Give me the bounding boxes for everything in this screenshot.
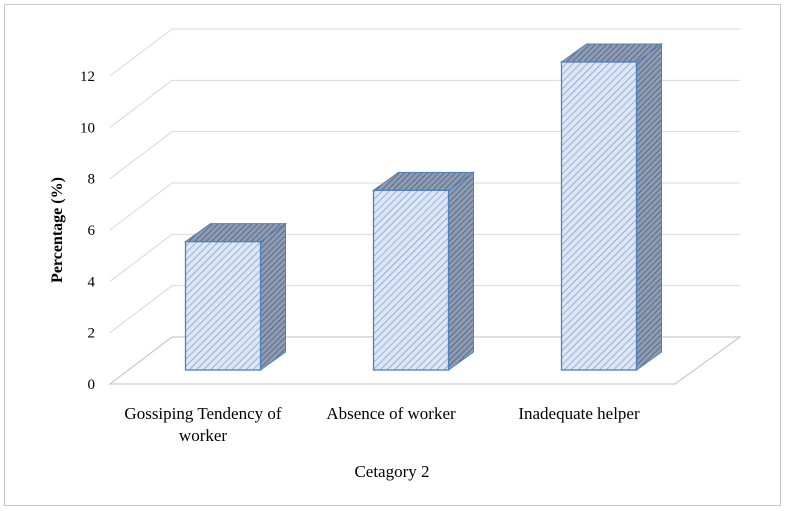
y-tick-label: 8 [88,172,96,188]
grid-line-side [109,79,173,128]
y-tick-label: 12 [80,69,95,85]
y-tick-label: 6 [88,223,96,239]
y-tick-label: 10 [80,120,95,136]
frame [4,4,781,506]
y-tick-label: 2 [88,326,96,342]
grid-line-side [109,182,173,231]
floor [108,336,742,385]
grid-line-side [109,131,173,180]
x-tick-label: Absence of worker [326,404,456,423]
x-tick-label: Gossiping Tendency of worker [124,404,282,445]
bar [560,61,638,371]
bar [184,241,262,371]
y-tick-label: 0 [88,377,96,393]
x-tick-label: Inadequate helper [518,404,640,423]
y-axis-title: Percentage (%) [49,177,66,283]
bar [372,189,450,371]
grid-line-side [109,285,173,334]
grid-line-side [109,28,173,77]
grid-line-side [109,233,173,282]
x-axis-title: Cetagory 2 [354,462,429,481]
bar-side [448,171,474,371]
y-tick-label: 4 [88,274,96,290]
bar-side [636,43,662,371]
bar-side [260,222,286,371]
